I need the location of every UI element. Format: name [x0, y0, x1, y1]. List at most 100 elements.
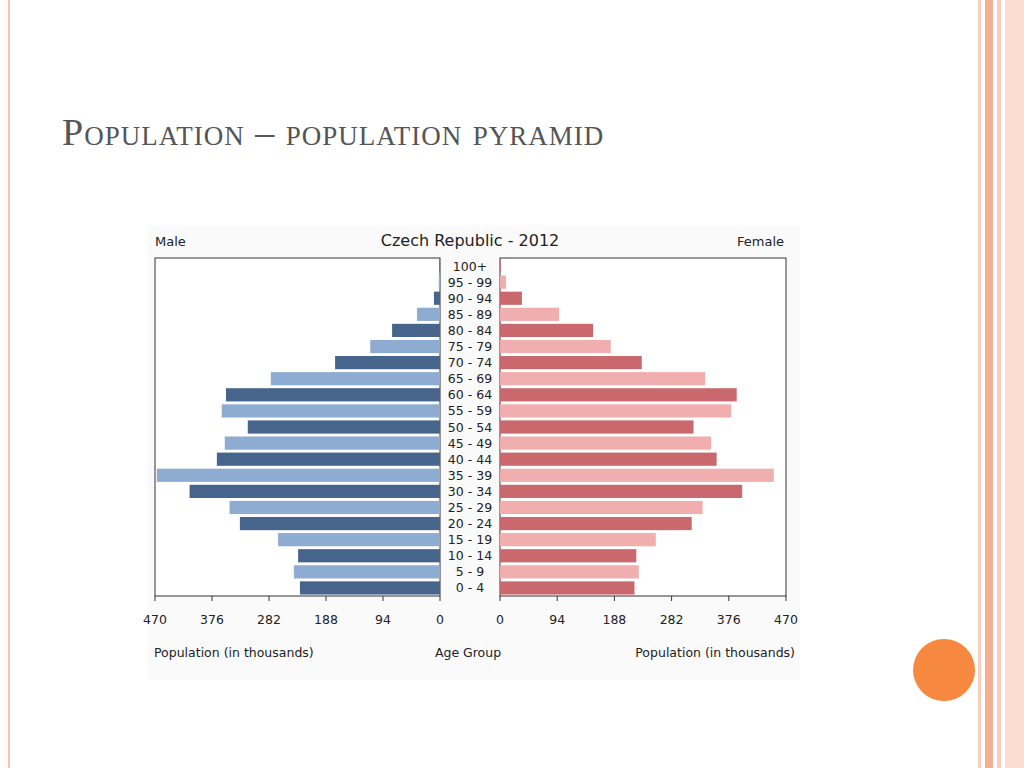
tick-mark	[383, 596, 384, 601]
category-label: 20 - 24	[448, 516, 492, 531]
category-label: 100+	[453, 259, 487, 274]
bar-male	[230, 501, 440, 514]
tick-mark	[786, 596, 787, 601]
category-label: 60 - 64	[448, 387, 492, 402]
tick-mark	[326, 596, 327, 601]
tick-mark	[500, 596, 501, 601]
bar-female	[500, 533, 656, 546]
bar-female	[500, 420, 694, 433]
tick-mark	[440, 596, 441, 601]
tick-mark	[557, 596, 558, 601]
category-label: 80 - 84	[448, 323, 492, 338]
bar-female	[500, 453, 717, 466]
right-stripe	[985, 0, 993, 768]
bar-female	[500, 517, 692, 530]
chart-title: Czech Republic - 2012	[381, 231, 559, 250]
category-label: 40 - 44	[448, 452, 492, 467]
category-label: 50 - 54	[448, 420, 492, 435]
bar-female	[500, 356, 642, 369]
tick-label: 376	[200, 612, 224, 627]
slide: Population – population pyramid Czech Rep…	[0, 0, 1024, 768]
bar-male	[278, 533, 440, 546]
orange-dot	[913, 639, 975, 701]
male-bars	[157, 259, 440, 594]
tick-label: 0	[436, 612, 444, 627]
bar-female	[500, 565, 639, 578]
y-axis-label: Age Group	[435, 645, 501, 660]
legend-label: Male	[155, 234, 186, 249]
category-label: 0 - 4	[456, 580, 484, 595]
category-label: 5 - 9	[456, 564, 484, 579]
tick-label: 470	[143, 612, 167, 627]
tick-label: 0	[496, 612, 504, 627]
category-label: 95 - 99	[448, 275, 492, 290]
category-label: 70 - 74	[448, 355, 492, 370]
category-label: 35 - 39	[448, 468, 492, 483]
bar-male	[434, 292, 440, 305]
plot-frame	[155, 258, 440, 596]
tick-label: 94	[375, 612, 391, 627]
slide-background	[0, 0, 1024, 768]
bar-male	[392, 324, 440, 337]
bar-male	[335, 356, 440, 369]
bar-male	[225, 436, 440, 449]
bar-female	[500, 388, 737, 401]
right-stripe	[978, 0, 981, 768]
category-label: 45 - 49	[448, 436, 492, 451]
bar-male	[439, 259, 440, 272]
bar-female	[500, 485, 742, 498]
bar-male	[190, 485, 440, 498]
tick-mark	[269, 596, 270, 601]
bar-male	[226, 388, 440, 401]
bar-male	[298, 549, 440, 562]
bar-male	[300, 581, 440, 594]
bar-female	[500, 581, 634, 594]
tick-label: 188	[314, 612, 338, 627]
right-stripe	[997, 0, 1001, 768]
category-label: 25 - 29	[448, 500, 492, 515]
bar-male	[294, 565, 440, 578]
chart-background	[148, 225, 800, 680]
tick-label: 470	[774, 612, 798, 627]
category-label: 30 - 34	[448, 484, 492, 499]
bar-female	[500, 501, 703, 514]
bar-male	[417, 308, 440, 321]
category-label: 15 - 19	[448, 532, 492, 547]
bar-female	[500, 404, 731, 417]
tick-label: 376	[717, 612, 741, 627]
tick-mark	[212, 596, 213, 601]
bar-male	[271, 372, 440, 385]
bar-female	[500, 292, 522, 305]
category-label: 65 - 69	[448, 371, 492, 386]
bar-male	[370, 340, 440, 353]
bar-female	[500, 469, 774, 482]
bar-male	[248, 420, 440, 433]
bar-male	[217, 453, 440, 466]
tick-label: 94	[549, 612, 565, 627]
legend-label: Female	[737, 234, 784, 249]
bar-female	[500, 340, 611, 353]
bar-female	[500, 436, 711, 449]
bar-male	[157, 469, 440, 482]
bar-female	[500, 372, 705, 385]
tick-mark	[671, 596, 672, 601]
category-label: 10 - 14	[448, 548, 492, 563]
tick-mark	[728, 596, 729, 601]
x-axis-label: Population (in thousands)	[154, 645, 314, 660]
bar-male	[240, 517, 440, 530]
bar-female	[500, 324, 593, 337]
plot-frame	[500, 258, 786, 596]
x-axis-label: Population (in thousands)	[635, 645, 795, 660]
tick-mark	[614, 596, 615, 601]
bar-male	[222, 404, 440, 417]
tick-label: 282	[257, 612, 281, 627]
category-label: 85 - 89	[448, 307, 492, 322]
bar-male	[439, 276, 440, 289]
tick-mark	[155, 596, 156, 601]
slide-title: Population – population pyramid	[62, 111, 604, 153]
category-label: 75 - 79	[448, 339, 492, 354]
bar-female	[500, 549, 636, 562]
bar-female	[500, 308, 559, 321]
female-bars	[500, 259, 774, 594]
category-label: 90 - 94	[448, 291, 492, 306]
